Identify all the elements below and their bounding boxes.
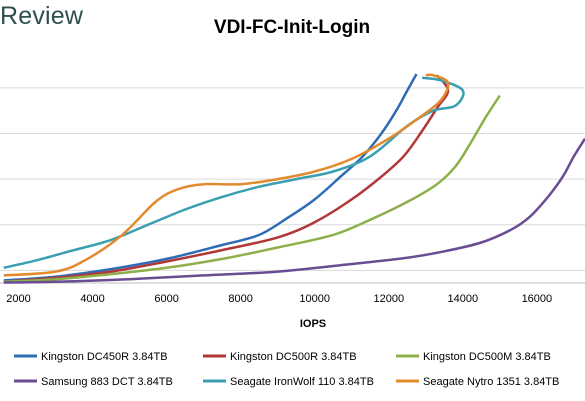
series-line-2 xyxy=(3,94,501,283)
chart-title: VDI-FC-Init-Login xyxy=(214,17,370,38)
x-tick-2000: 2000 xyxy=(6,293,30,305)
series-line-0 xyxy=(3,73,418,282)
series-line-4 xyxy=(3,76,465,270)
legend-label-3: Samsung 883 DCT 3.84TB xyxy=(41,376,173,388)
brand-logo-text: Review xyxy=(0,2,84,30)
x-tick-14000: 14000 xyxy=(448,293,479,305)
series-line-5 xyxy=(3,73,450,277)
x-tick-16000: 16000 xyxy=(522,293,553,305)
legend-label-1: Kingston DC500R 3.84TB xyxy=(230,351,357,363)
legend-label-5: Seagate Nytro 1351 3.84TB xyxy=(423,376,559,388)
legend-label-0: Kingston DC450R 3.84TB xyxy=(41,351,168,363)
legend: Kingston DC450R 3.84TB Kingston DC500R 3.… xyxy=(14,351,559,388)
x-tick-12000: 12000 xyxy=(373,293,404,305)
x-tick-4000: 4000 xyxy=(80,293,104,305)
x-tick-6000: 6000 xyxy=(154,293,178,305)
legend-label-2: Kingston DC500M 3.84TB xyxy=(423,351,551,363)
series-lines xyxy=(3,73,585,284)
x-tick-labels: 2000 4000 6000 8000 10000 12000 14000 16000 xyxy=(6,293,552,305)
series-line-3 xyxy=(3,137,585,284)
x-tick-10000: 10000 xyxy=(299,293,330,305)
legend-label-4: Seagate IronWolf 110 3.84TB xyxy=(230,376,374,388)
x-axis-label: IOPS xyxy=(300,318,326,330)
x-tick-8000: 8000 xyxy=(228,293,252,305)
